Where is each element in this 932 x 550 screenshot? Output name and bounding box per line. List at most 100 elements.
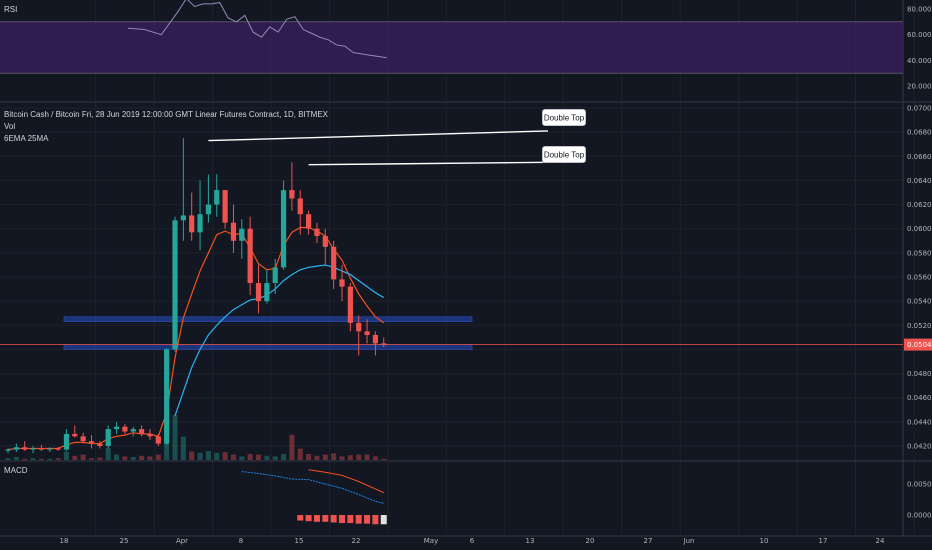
annotation-box — [541, 145, 587, 164]
candle-body — [381, 343, 387, 345]
ema6-line — [7, 226, 385, 451]
price-tick-label: 0.0420 — [907, 443, 932, 451]
macd-hist-bar — [355, 515, 362, 524]
candle-body — [155, 436, 161, 444]
trend-line — [308, 161, 549, 166]
double-top-lines — [208, 130, 549, 166]
candle-body — [272, 267, 278, 284]
volume-bar — [97, 457, 103, 460]
x-tick-label: 24 — [876, 537, 885, 545]
volume-bar — [180, 436, 186, 460]
volume-bar — [314, 455, 320, 460]
macd-tick-label: 0.0000 — [907, 512, 932, 520]
volume-bar — [222, 452, 228, 460]
volume-bar — [230, 454, 236, 460]
x-tick-label: 17 — [819, 537, 828, 545]
volume-bar — [372, 456, 378, 460]
volume-bar — [205, 451, 211, 460]
volume-bar — [55, 458, 61, 460]
candle-body — [72, 433, 78, 437]
x-tick-label: 13 — [526, 537, 535, 545]
macd-label: MACD — [4, 466, 28, 475]
volume-legend: Vol — [4, 122, 16, 131]
price-tick-label: 0.0580 — [907, 249, 932, 257]
macd-hist-bar — [305, 515, 312, 522]
candle-body — [214, 190, 220, 205]
candle-body — [255, 283, 262, 302]
volume-bar — [72, 455, 78, 460]
annotation-callout: Double Top — [541, 145, 587, 164]
price-tick-label: 0.0540 — [907, 298, 932, 306]
rsi-band — [0, 21, 903, 74]
candle-body — [347, 286, 353, 323]
macd-hist-bar — [297, 515, 304, 521]
rsi-tick-label: 40.0000 — [907, 57, 932, 65]
price-tick-label: 0.0520 — [907, 322, 932, 330]
volume-bar — [197, 452, 203, 460]
candle-body — [80, 436, 86, 442]
x-tick-label: 25 — [120, 537, 129, 545]
candle-body — [289, 190, 295, 199]
volume-bar — [339, 456, 345, 460]
macd-line — [241, 471, 384, 504]
volume-bars — [5, 415, 387, 460]
volume-bar — [297, 448, 303, 460]
trend-line — [208, 130, 549, 142]
volume-bar — [356, 454, 362, 460]
macd-hist-bar — [330, 515, 337, 523]
price-tick-label: 0.0640 — [907, 177, 932, 185]
candle-body — [339, 279, 345, 287]
candle-body — [205, 204, 211, 215]
x-tick-label: Jun — [683, 537, 695, 545]
x-tick-label: 27 — [644, 537, 653, 545]
volume-bar — [364, 454, 370, 460]
price-tick-label: 0.0440 — [907, 418, 932, 426]
rsi-line — [127, 0, 387, 59]
price-tick-label: 0.0660 — [907, 153, 932, 161]
support-zone — [63, 344, 473, 350]
volume-bar — [347, 455, 353, 460]
candle-body — [306, 214, 312, 229]
price-tick-label: 0.0460 — [907, 394, 932, 402]
candle-body — [172, 220, 178, 350]
volume-bar — [63, 451, 69, 460]
volume-bar — [331, 453, 337, 460]
volume-bar — [164, 436, 170, 460]
x-tick-label: May — [424, 537, 438, 545]
current-price-value: 0.0504 — [907, 341, 932, 349]
candle-body — [5, 449, 11, 451]
volume-bar — [122, 456, 128, 460]
candle-body — [164, 349, 170, 444]
volume-bar — [30, 458, 36, 460]
candles — [5, 138, 387, 454]
candle-body — [139, 429, 145, 434]
price-tick-label: 0.0620 — [907, 201, 932, 209]
volume-bar — [139, 455, 145, 460]
candle-body — [47, 448, 53, 450]
volume-bar — [306, 454, 312, 460]
volume-bar — [155, 454, 161, 460]
candle-body — [314, 228, 320, 236]
rsi-tick-label: 20.0000 — [907, 83, 932, 91]
macd-hist-bar — [364, 515, 371, 524]
x-tick-label: 10 — [760, 537, 769, 545]
candle-body — [63, 433, 70, 450]
candle-body — [322, 235, 328, 247]
candle-body — [180, 215, 186, 221]
ma25-line — [174, 264, 385, 417]
volume-bar — [114, 454, 120, 460]
candle-body — [122, 426, 128, 432]
price-tick-label: 0.0680 — [907, 129, 932, 137]
volume-bar — [147, 456, 153, 460]
volume-bar — [289, 434, 295, 460]
volume-bar — [105, 448, 111, 460]
candle-body — [197, 214, 203, 233]
annotation-text: Double Top — [544, 151, 585, 160]
candle-body — [372, 334, 378, 344]
x-tick-label: 18 — [60, 537, 69, 545]
candle-body — [88, 441, 95, 444]
volume-bar — [130, 457, 136, 460]
candle-body — [356, 322, 362, 332]
volume-bar — [322, 454, 328, 460]
